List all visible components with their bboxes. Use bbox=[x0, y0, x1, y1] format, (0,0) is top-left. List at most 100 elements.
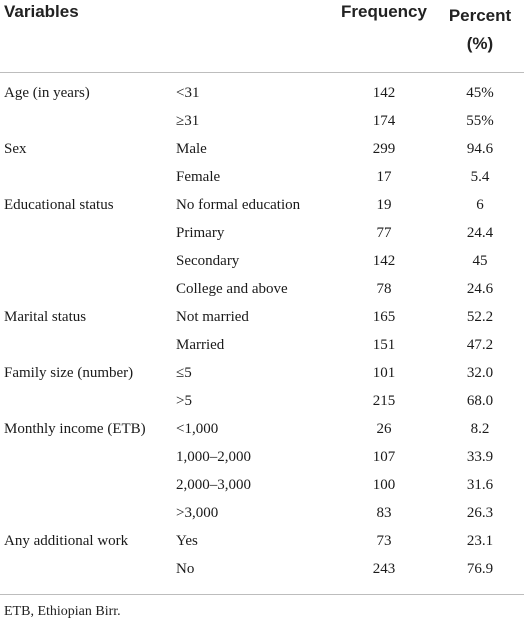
table-row: Sex Male 299 94.6 bbox=[0, 135, 524, 163]
table-header: Variables Frequency Percent (%) bbox=[0, 0, 524, 73]
row-frequency: 215 bbox=[372, 392, 396, 409]
header-row: Variables Frequency Percent (%) bbox=[0, 0, 524, 73]
row-category: College and above bbox=[176, 280, 288, 297]
row-percent: 32.0 bbox=[466, 364, 494, 381]
table-row: 2,000–3,000 100 31.6 bbox=[0, 471, 524, 499]
row-frequency: 243 bbox=[372, 560, 396, 577]
row-frequency: 142 bbox=[372, 252, 396, 269]
row-category: ≤5 bbox=[176, 364, 192, 381]
row-percent: 6 bbox=[476, 196, 484, 213]
row-category: >5 bbox=[176, 392, 192, 409]
table-row: Educational status No formal education 19 6 bbox=[0, 191, 524, 219]
table-row: >3,000 83 26.3 bbox=[0, 499, 524, 527]
row-variable bbox=[0, 387, 172, 415]
row-variable bbox=[0, 107, 172, 135]
row-frequency: 17 bbox=[376, 168, 392, 185]
table-row: Family size (number) ≤5 101 32.0 bbox=[0, 359, 524, 387]
row-frequency: 142 bbox=[372, 84, 396, 101]
row-percent: 68.0 bbox=[466, 392, 494, 409]
row-frequency: 107 bbox=[372, 448, 396, 465]
row-variable bbox=[0, 331, 172, 359]
table-row: Primary 77 24.4 bbox=[0, 219, 524, 247]
row-percent: 33.9 bbox=[466, 448, 494, 465]
row-percent: 5.4 bbox=[470, 168, 490, 185]
row-frequency: 100 bbox=[372, 476, 396, 493]
row-category: No formal education bbox=[176, 196, 301, 213]
table-row: Secondary 142 45 bbox=[0, 247, 524, 275]
row-category: >3,000 bbox=[176, 504, 219, 521]
row-category: Male bbox=[176, 140, 207, 157]
table-bottom-rule bbox=[0, 594, 524, 595]
header-percent-line2: (%) bbox=[466, 34, 494, 53]
header-category-blank bbox=[172, 0, 332, 73]
row-frequency: 299 bbox=[372, 140, 396, 157]
row-variable: Educational status bbox=[4, 196, 114, 213]
row-percent: 26.3 bbox=[466, 504, 494, 521]
row-frequency: 165 bbox=[372, 308, 396, 325]
table-row: Any additional work Yes 73 23.1 bbox=[0, 527, 524, 555]
row-frequency: 174 bbox=[372, 112, 396, 129]
table-row: No 243 76.9 bbox=[0, 555, 524, 583]
row-category: <1,000 bbox=[176, 420, 219, 437]
header-frequency: Frequency bbox=[332, 0, 436, 73]
row-category: 1,000–2,000 bbox=[176, 448, 251, 465]
table-row: 1,000–2,000 107 33.9 bbox=[0, 443, 524, 471]
table-row: Monthly income (ETB) <1,000 26 8.2 bbox=[0, 415, 524, 443]
row-frequency: 78 bbox=[376, 280, 392, 297]
table-row: ≥31 174 55% bbox=[0, 107, 524, 135]
row-variable bbox=[0, 275, 172, 303]
row-category: Not married bbox=[176, 308, 249, 325]
row-variable bbox=[0, 443, 172, 471]
row-percent: 24.4 bbox=[466, 224, 494, 241]
row-variable: Family size (number) bbox=[4, 364, 134, 381]
row-frequency: 83 bbox=[376, 504, 392, 521]
row-percent: 31.6 bbox=[466, 476, 494, 493]
row-percent: 47.2 bbox=[466, 336, 494, 353]
table-row: Female 17 5.4 bbox=[0, 163, 524, 191]
row-category: No bbox=[176, 560, 195, 577]
table-body: Age (in years) <31 142 45% ≥31 174 55% Sex Male 2… bbox=[0, 73, 524, 584]
table-row: Marital status Not married 165 52.2 bbox=[0, 303, 524, 331]
table-row: >5 215 68.0 bbox=[0, 387, 524, 415]
row-percent: 23.1 bbox=[466, 532, 494, 549]
row-category: Female bbox=[176, 168, 221, 185]
row-frequency: 19 bbox=[376, 196, 392, 213]
row-percent: 8.2 bbox=[470, 420, 490, 437]
row-percent: 52.2 bbox=[466, 308, 494, 325]
row-variable: Marital status bbox=[4, 308, 87, 325]
row-percent: 94.6 bbox=[466, 140, 494, 157]
data-table-container: Variables Frequency Percent (%) Age (in … bbox=[0, 0, 524, 584]
table-row: Married 151 47.2 bbox=[0, 331, 524, 359]
row-frequency: 77 bbox=[376, 224, 392, 241]
row-variable bbox=[0, 219, 172, 247]
header-percent-line1: Percent bbox=[448, 6, 512, 25]
row-variable: Any additional work bbox=[4, 532, 129, 549]
row-variable: Monthly income (ETB) bbox=[4, 420, 146, 437]
table-row: College and above 78 24.6 bbox=[0, 275, 524, 303]
row-frequency: 101 bbox=[372, 364, 396, 381]
row-frequency: 151 bbox=[372, 336, 396, 353]
row-percent: 45% bbox=[466, 84, 494, 101]
row-percent: 45 bbox=[472, 252, 488, 269]
row-variable bbox=[0, 163, 172, 191]
header-percent: Percent (%) bbox=[436, 0, 524, 73]
row-percent: 55% bbox=[466, 112, 494, 129]
row-category: ≥31 bbox=[176, 112, 200, 129]
row-variable bbox=[0, 499, 172, 527]
row-variable bbox=[0, 471, 172, 499]
row-category: Married bbox=[176, 336, 225, 353]
row-category: Primary bbox=[176, 224, 225, 241]
row-category: <31 bbox=[176, 84, 200, 101]
row-variable: Sex bbox=[4, 140, 27, 157]
table-row: Age (in years) <31 142 45% bbox=[0, 79, 524, 107]
header-variables: Variables bbox=[0, 0, 172, 73]
row-frequency: 26 bbox=[376, 420, 392, 437]
row-category: Yes bbox=[176, 532, 198, 549]
row-variable: Age (in years) bbox=[4, 84, 90, 101]
row-category: 2,000–3,000 bbox=[176, 476, 251, 493]
demographics-table: Variables Frequency Percent (%) Age (in … bbox=[0, 0, 524, 584]
row-category: Secondary bbox=[176, 252, 240, 269]
row-percent: 24.6 bbox=[466, 280, 494, 297]
table-footnote: ETB, Ethiopian Birr. bbox=[4, 604, 121, 619]
row-variable bbox=[0, 555, 172, 583]
